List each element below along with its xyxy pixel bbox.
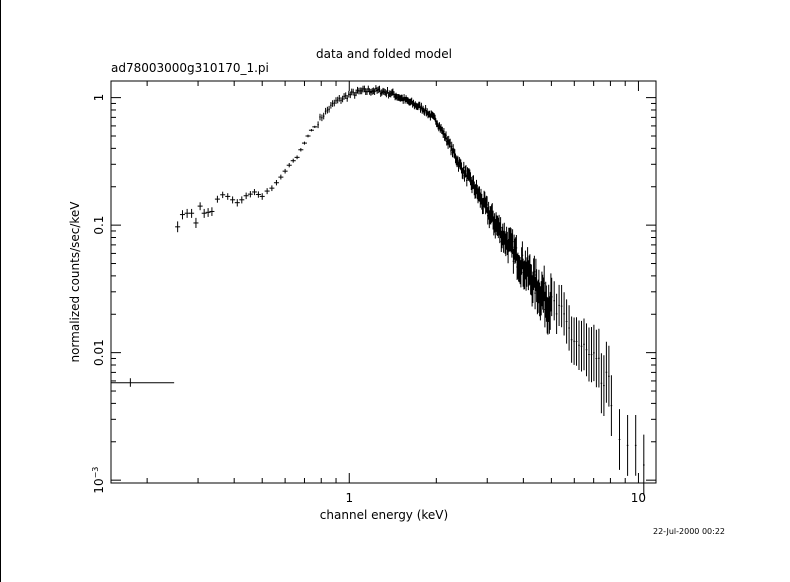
x-tick-label: 1 — [345, 491, 353, 505]
data-point — [282, 168, 288, 174]
plot-frame — [110, 80, 657, 484]
data-point — [259, 193, 265, 200]
x-tick-label: 10 — [631, 491, 646, 505]
data-point — [264, 188, 270, 195]
data-point — [184, 208, 190, 218]
data-point — [189, 208, 195, 218]
x-axis-ticks — [146, 81, 639, 483]
y-tick-label: 0.1 — [92, 216, 106, 235]
data-point — [234, 199, 240, 207]
y-axis-label: normalized counts/sec/keV — [68, 201, 82, 363]
data-point — [197, 202, 203, 211]
data-point — [179, 210, 185, 220]
data-point — [273, 179, 279, 186]
data-point — [214, 195, 220, 203]
y-tick-label-power: 10−3 — [91, 467, 106, 494]
data-point — [220, 191, 226, 199]
data-point — [294, 155, 300, 160]
x-axis-tick-labels: 1 10 — [345, 491, 646, 505]
data-point — [290, 158, 296, 163]
dense-spectrum-points — [317, 85, 645, 496]
data-point — [286, 163, 292, 168]
data-point — [251, 189, 257, 196]
data-point — [308, 129, 314, 132]
data-series — [111, 125, 318, 387]
data-point — [298, 148, 304, 152]
timestamp: 22-Jul-2000 00:22 — [653, 527, 725, 536]
y-tick-label: 1 — [92, 94, 106, 102]
data-point — [239, 196, 245, 204]
data-point — [230, 196, 236, 204]
data-point — [255, 191, 261, 198]
data-point — [201, 208, 207, 218]
data-point — [243, 192, 249, 200]
chart-title: data and folded model — [316, 47, 452, 61]
data-point — [193, 217, 199, 228]
data-point — [111, 378, 175, 387]
data-point — [175, 221, 181, 233]
data-point — [305, 134, 311, 138]
chart-subtitle: ad78003000g310170_1.pi — [111, 61, 269, 75]
data-point — [269, 185, 275, 192]
y-axis-ticks — [111, 97, 656, 481]
data-point — [247, 191, 253, 198]
y-axis-tick-labels: 1 0.1 0.01 10−3 — [91, 94, 106, 494]
data-point — [301, 141, 307, 145]
x-axis-label: channel energy (keV) — [320, 508, 448, 522]
data-point — [209, 207, 215, 216]
data-point — [278, 174, 284, 180]
data-point — [225, 193, 231, 200]
data-point — [205, 208, 211, 217]
data-point — [312, 125, 318, 128]
y-tick-label: 0.01 — [92, 339, 106, 366]
